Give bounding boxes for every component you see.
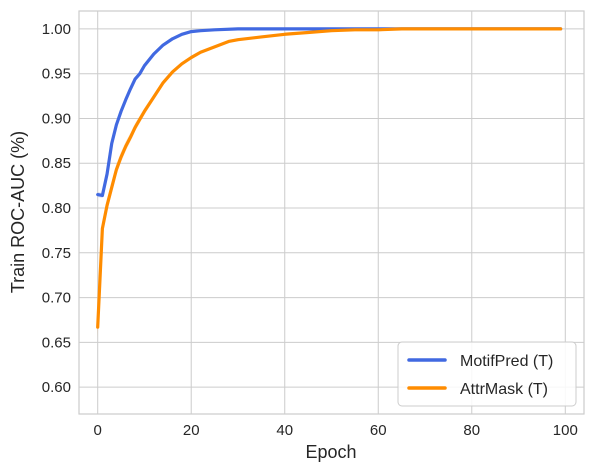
x-tick-label: 100 [553, 422, 578, 439]
y-tick-label: 0.90 [42, 110, 71, 127]
y-tick-label: 1.00 [42, 21, 71, 38]
x-tick-label: 0 [94, 422, 102, 439]
x-axis-ticks: 0 20 40 60 80 100 [94, 422, 578, 439]
x-tick-label: 60 [370, 422, 387, 439]
y-tick-label: 0.80 [42, 200, 71, 217]
y-tick-label: 0.95 [42, 66, 71, 83]
x-axis-title: Epoch [305, 442, 356, 462]
series-layer [96, 27, 563, 339]
y-axis-ticks: 0.60 0.65 0.70 0.75 0.80 0.85 0.90 0.95 1.00 [42, 21, 71, 396]
y-axis-title: Train ROC-AUC (%) [8, 131, 28, 293]
y-tick-label: 0.85 [42, 155, 71, 172]
y-tick-label: 0.70 [42, 290, 71, 307]
y-tick-label: 0.60 [42, 379, 71, 396]
plot-frame [78, 10, 585, 415]
series-line-attrmask [96, 27, 563, 329]
legend-label-motifpred: MotifPred (T) [460, 353, 553, 370]
y-tick-label: 0.75 [42, 245, 71, 262]
x-tick-label: 20 [183, 422, 200, 439]
x-tick-label: 80 [463, 422, 480, 439]
x-tick-label: 40 [276, 422, 293, 439]
y-tick-label: 0.65 [42, 334, 71, 351]
legend: MotifPred (T) AttrMask (T) [397, 341, 577, 407]
legend-box [397, 341, 577, 407]
legend-label-attrmask: AttrMask (T) [460, 381, 548, 398]
